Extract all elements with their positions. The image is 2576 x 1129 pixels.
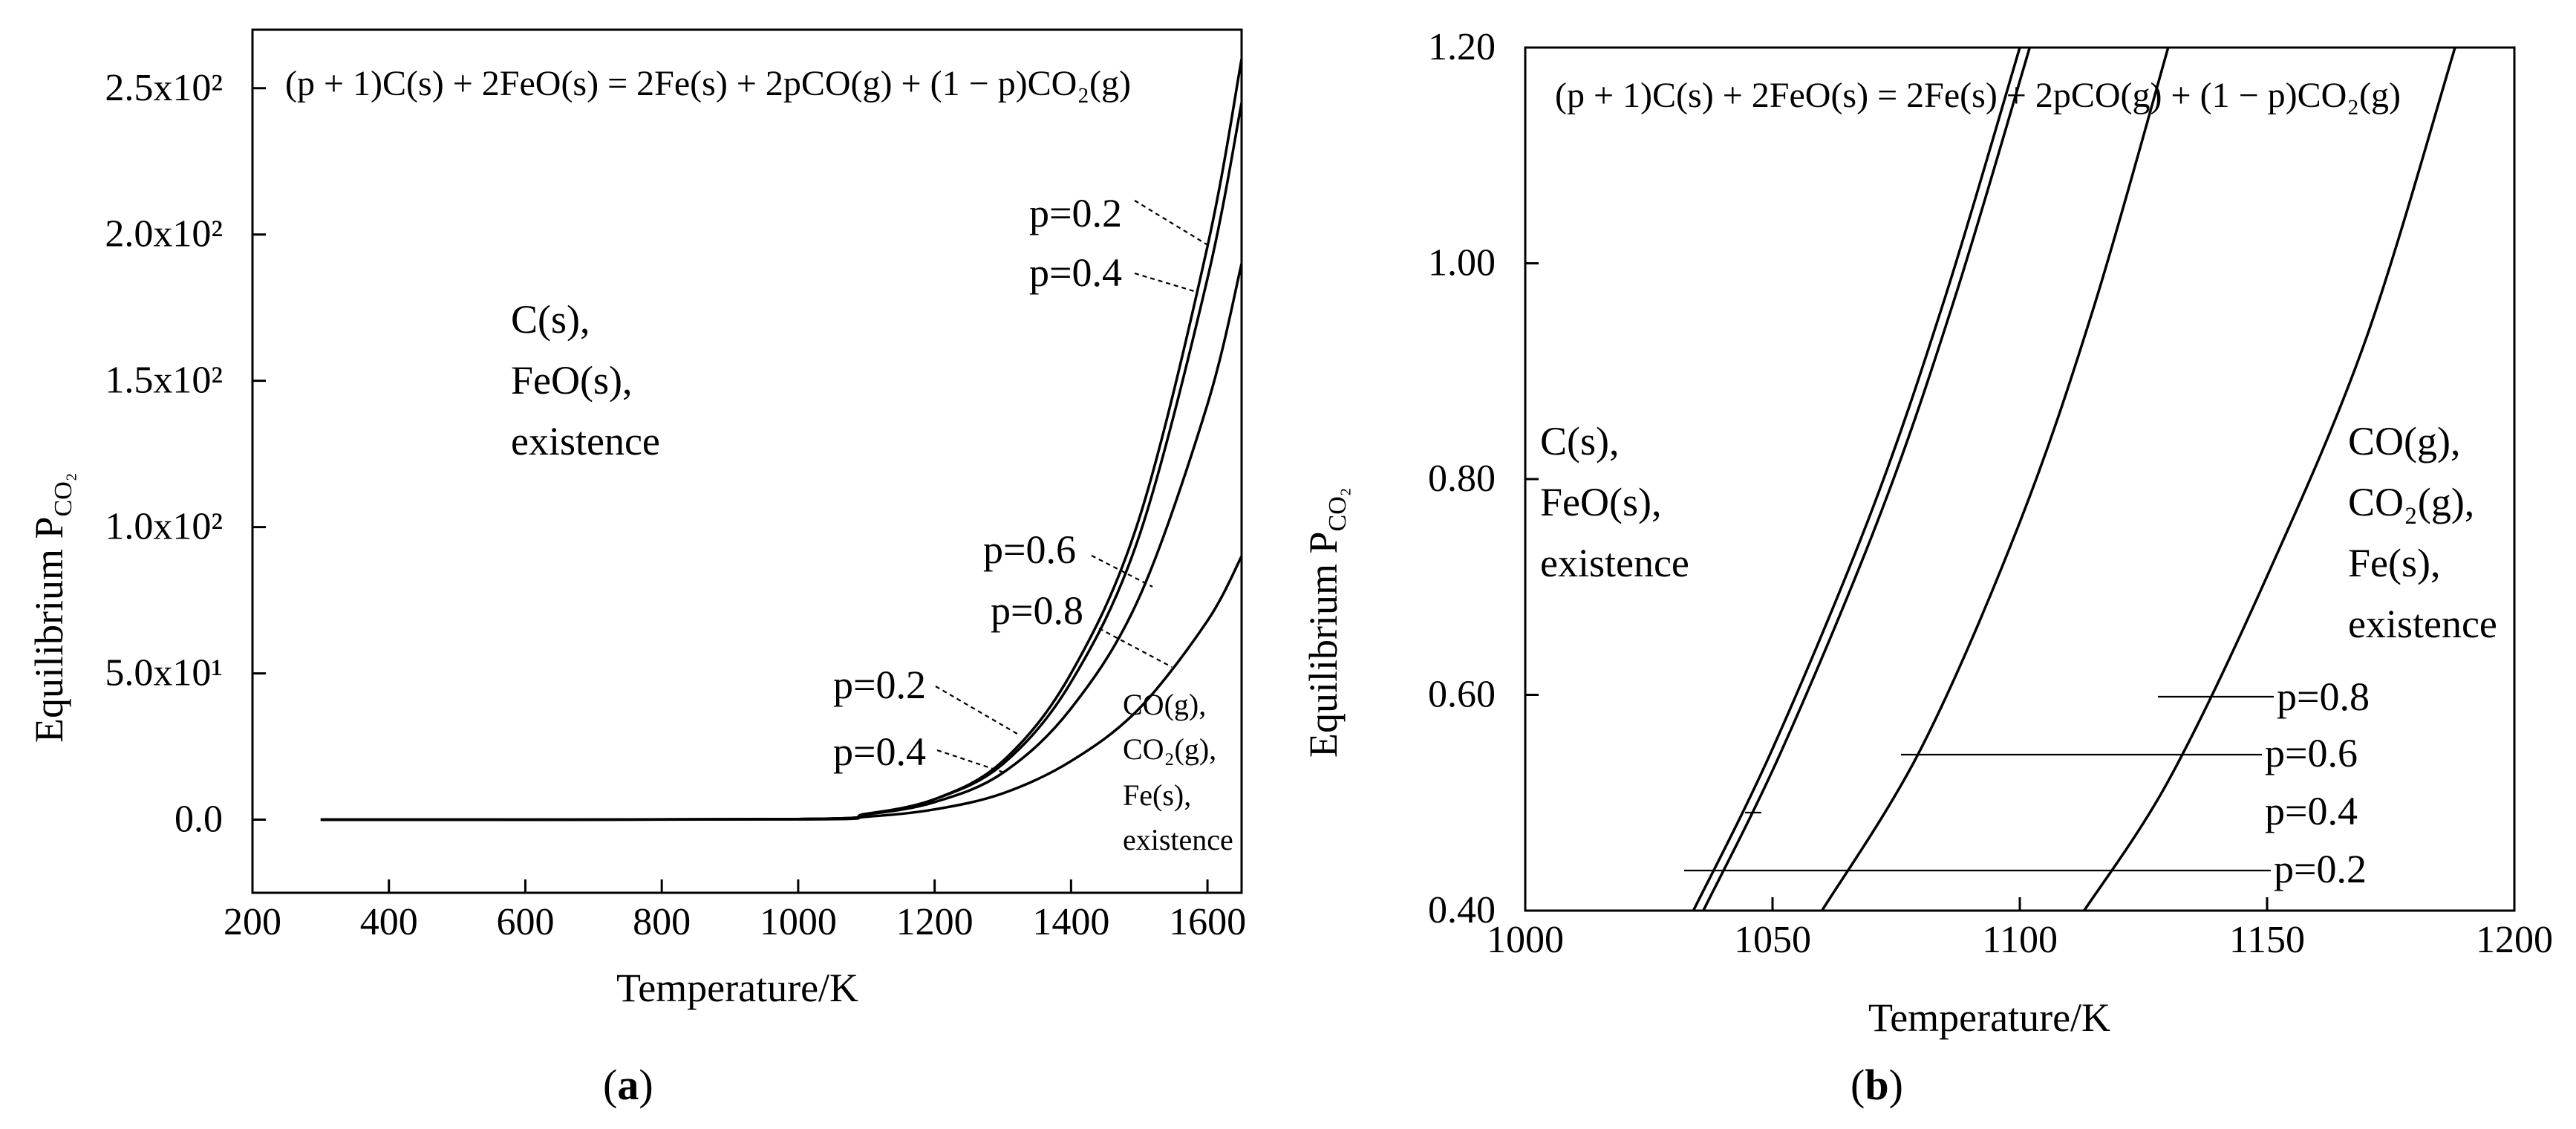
- label-a-p04-top: p=0.4: [1029, 250, 1122, 295]
- region-left-b-line2: FeO(s),: [1540, 480, 1661, 524]
- x-axis-title-a: Temperature/K: [616, 966, 858, 1010]
- region-left-a-line3: existence: [511, 419, 660, 463]
- y-tick-label: 2.5x10²: [105, 67, 223, 109]
- x-tick-label: 600: [496, 901, 554, 943]
- y-tick-label: 2.0x10²: [105, 213, 223, 256]
- leader-a-p04-top: [1134, 272, 1195, 293]
- leader-a-p02-top: [1134, 200, 1211, 247]
- label-b-p08: p=0.8: [2277, 674, 2370, 719]
- region-left-b-line3: existence: [1540, 541, 1689, 585]
- label-b-p02: p=0.2: [2274, 847, 2367, 891]
- label-a-p04-bottom: p=0.4: [833, 729, 926, 774]
- label-b-p06: p=0.6: [2265, 731, 2358, 775]
- series-line-p-06: [320, 263, 1242, 821]
- x-tick-label: 1400: [1032, 901, 1109, 943]
- label-a-p08: p=0.8: [991, 588, 1083, 633]
- label-a-p02-bottom: p=0.2: [833, 663, 926, 707]
- region-right-a-line3: Fe(s),: [1123, 778, 1191, 812]
- y-tick-label: 0.80: [1428, 458, 1496, 500]
- series-line-p-06: [1821, 48, 2170, 911]
- y-tick-label: 0.60: [1428, 674, 1496, 716]
- y-tick-label: 1.20: [1428, 26, 1496, 68]
- leader-a-p02-bottom: [935, 686, 1018, 735]
- x-tick-label: 1200: [896, 901, 974, 943]
- leader-a-p08: [1098, 628, 1173, 668]
- y-tick-label: 1.5x10²: [105, 359, 223, 402]
- x-tick-label: 800: [633, 901, 691, 943]
- label-b-p04: p=0.4: [2265, 789, 2358, 833]
- y-axis-title-b: Equilibrium PCO₂: [1301, 487, 1351, 758]
- equation-a: (p + 1)C(s) + 2FeO(s) = 2Fe(s) + 2pCO(g)…: [285, 64, 1131, 103]
- y-tick-label: 1.00: [1428, 242, 1496, 284]
- region-right-b-line2: CO₂(g),: [2348, 480, 2474, 524]
- axis-ticks-b: 1000 1050 1100 1150 1200 0.40 0.60 0.80 1.00 1.20: [1428, 26, 2553, 961]
- region-right-a-line4: existence: [1123, 823, 1233, 856]
- panel-a: 200 400 600 800 1000 1200 1400 1600 0.0 5.0x10¹ 1.…: [27, 28, 1246, 1109]
- region-right-a-line1: CO(g),: [1123, 688, 1206, 721]
- x-tick-label: 400: [360, 901, 418, 943]
- region-left-b-line1: C(s),: [1540, 419, 1620, 463]
- plot-frame-b: [1524, 46, 2516, 912]
- x-tick-label: 1000: [760, 901, 837, 943]
- equation-b: (p + 1)C(s) + 2FeO(s) = 2Fe(s) + 2pCO(g)…: [1555, 76, 2401, 115]
- y-tick-label: 1.0x10²: [105, 506, 223, 548]
- label-a-p02-top: p=0.2: [1029, 191, 1122, 235]
- y-axis-title-a: Equilibrium PCO₂: [27, 472, 77, 743]
- series-line-p-04: [1702, 48, 2031, 911]
- x-tick-label: 1100: [1982, 919, 2058, 961]
- series-line-p-08: [2083, 48, 2456, 911]
- leader-a-p06: [1091, 555, 1153, 588]
- series-line-p-08: [320, 556, 1242, 821]
- region-left-a-line2: FeO(s),: [511, 358, 632, 403]
- leader-a-p04-bottom: [936, 749, 1005, 774]
- y-tick-label: 5.0x10¹: [105, 652, 223, 694]
- curves-b: [1692, 48, 2456, 911]
- x-tick-label: 1150: [2229, 919, 2305, 961]
- x-tick-label: 200: [224, 901, 281, 943]
- x-axis-title-b: Temperature/K: [1868, 995, 2110, 1040]
- caption-a: (a): [603, 1061, 653, 1109]
- y-tick-label: 0.0: [175, 798, 223, 841]
- caption-b: (b): [1851, 1061, 1903, 1109]
- x-tick-label: 1600: [1169, 901, 1246, 943]
- series-line-p-02: [320, 59, 1242, 821]
- axis-ticks-a: 200 400 600 800 1000 1200 1400 1600 0.0 5.0x10¹ 1.…: [105, 67, 1246, 943]
- x-tick-label: 1050: [1734, 919, 1811, 961]
- curves-a: [320, 59, 1242, 821]
- x-tick-label: 1000: [1487, 919, 1564, 961]
- region-left-a-line1: C(s),: [511, 297, 590, 342]
- label-a-p06: p=0.6: [983, 527, 1076, 572]
- panel-b: 1000 1050 1100 1150 1200 0.40 0.60 0.80 1.00 1.20…: [1301, 26, 2553, 1109]
- region-right-b-line4: existence: [2348, 602, 2497, 646]
- y-tick-label: 0.40: [1428, 889, 1496, 931]
- series-line-p-02: [1692, 48, 2021, 911]
- x-tick-label: 1200: [2476, 919, 2553, 961]
- plot-frame-a: [251, 28, 1243, 894]
- region-right-b-line1: CO(g),: [2348, 419, 2460, 463]
- region-right-a-line2: CO₂(g),: [1123, 732, 1216, 766]
- region-right-b-line3: Fe(s),: [2348, 541, 2440, 585]
